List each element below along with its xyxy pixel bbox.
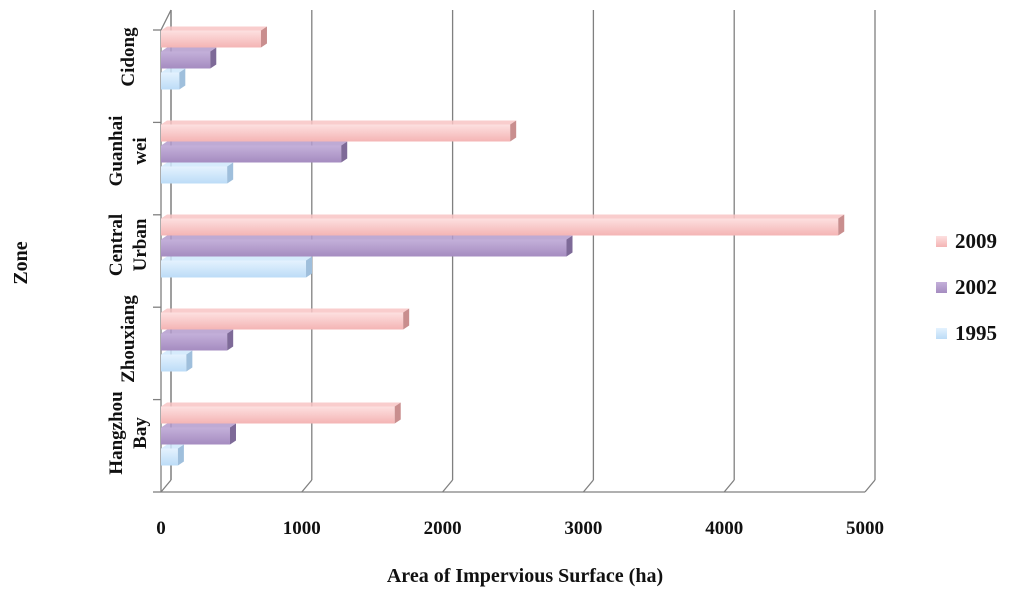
x-tick-label-3000: 3000 — [564, 518, 602, 539]
bar-central-urban-2009 — [161, 214, 845, 236]
y-tick-label-cidong: Cidong — [118, 27, 139, 87]
bar-cidong-1995 — [161, 68, 186, 90]
legend: 2009 2002 1995 — [936, 229, 997, 345]
bars — [161, 26, 845, 466]
floor-tick-4000 — [723, 479, 735, 493]
wall-top-edge — [160, 9, 172, 31]
bar-cidong-2009 — [161, 26, 267, 48]
x-axis-title: Area of Impervious Surface (ha) — [387, 565, 663, 587]
x-tick-label-1000: 1000 — [283, 518, 321, 539]
x-tick-label-2000: 2000 — [424, 518, 462, 539]
y-tick-label-zhouxiang: Zhouxiang — [118, 295, 139, 383]
floor-tick-1000 — [301, 479, 313, 493]
bar-guanhai-wei-1995 — [161, 162, 234, 184]
bar-central-urban-2002 — [161, 235, 573, 257]
y-tick-labels: Hangzhou Bay Zhouxiang Central Urban Guanhai w… — [106, 27, 151, 475]
legend-label-2009: 2009 — [955, 229, 997, 253]
x-tick-label-0: 0 — [156, 518, 166, 539]
legend-swatch-2002 — [936, 282, 947, 293]
y-tick-label-hangzhou-bay: Hangzhou Bay — [106, 391, 151, 475]
x-tick-labels: 0 1000 2000 3000 4000 5000 — [156, 518, 884, 539]
floor-tick-0 — [160, 479, 172, 493]
bar-zhouxiang-2002 — [161, 329, 234, 351]
bar-cidong-2002 — [161, 47, 217, 69]
legend-label-2002: 2002 — [955, 275, 997, 299]
bar-hangzhou-bay-1995 — [161, 444, 184, 466]
bar-hangzhou-bay-2002 — [161, 423, 236, 445]
bar-hangzhou-bay-2009 — [161, 402, 401, 424]
legend-label-1995: 1995 — [955, 321, 997, 345]
floor-tick-5000 — [864, 479, 876, 493]
bar-central-urban-1995 — [161, 256, 313, 278]
legend-item-2009: 2009 — [936, 229, 997, 253]
bar-zhouxiang-1995 — [161, 350, 193, 372]
bar-zhouxiang-2009 — [161, 308, 410, 330]
legend-item-2002: 2002 — [936, 275, 997, 299]
bar-guanhai-wei-2002 — [161, 141, 348, 163]
floor-tick-2000 — [442, 479, 454, 493]
legend-item-1995: 1995 — [936, 321, 997, 345]
legend-swatch-1995 — [936, 328, 947, 339]
x-tick-label-4000: 4000 — [705, 518, 743, 539]
x-tick-label-5000: 5000 — [846, 518, 884, 539]
bar-guanhai-wei-2009 — [161, 120, 517, 142]
y-axis-title: Zone — [10, 241, 32, 284]
floor-tick-3000 — [582, 479, 594, 493]
legend-swatch-2009 — [936, 236, 947, 247]
y-tick-label-guanhai-wei: Guanhai wei — [106, 116, 151, 187]
y-tick-label-central-urban: Central Urban — [106, 214, 151, 276]
